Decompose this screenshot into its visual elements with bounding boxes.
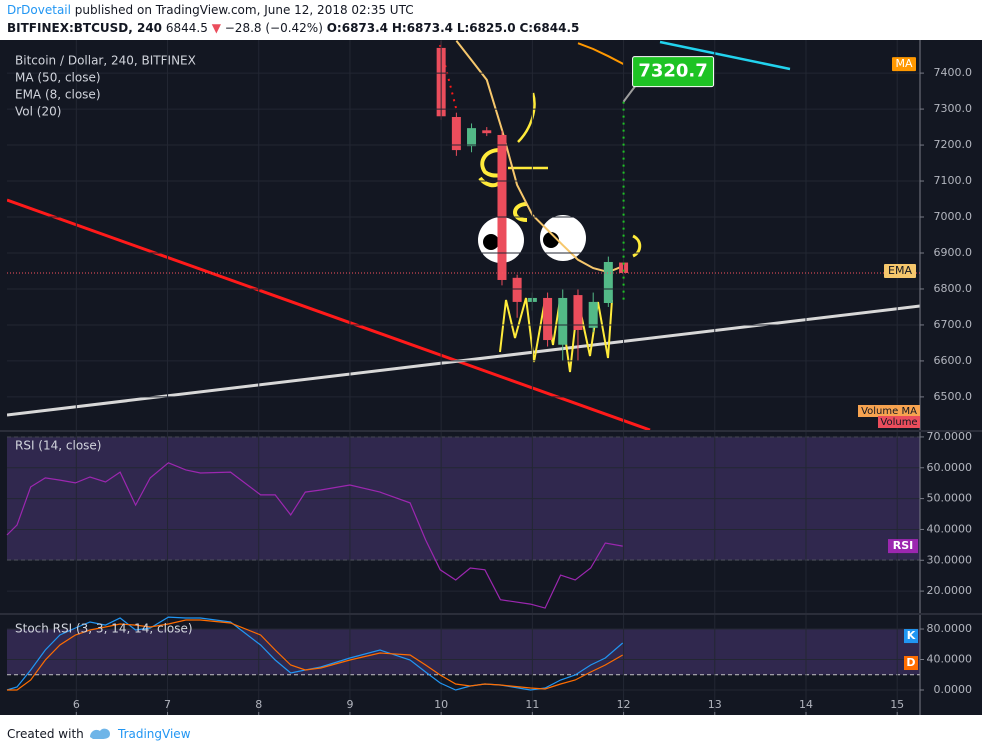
- doodle-stroke: [632, 234, 642, 258]
- quote-line: BITFINEX:BTCUSD, 240 6844.5 ▼ −28.8 (−0.…: [7, 21, 579, 35]
- axis-tag-box: [888, 539, 918, 554]
- legend-entry: Bitcoin / Dollar, 240, BITFINEX: [15, 54, 196, 68]
- y-tick-label: 6900.0: [934, 246, 973, 259]
- symbol: BITFINEX:BTCUSD, 240: [7, 21, 163, 35]
- level-band: [7, 629, 920, 675]
- x-tick-label: 7: [164, 698, 171, 711]
- annotation-box: [632, 56, 715, 88]
- axis-tag-box: [884, 263, 916, 278]
- y-tick-label: 7300.0: [934, 102, 973, 115]
- axis-tag-box: [878, 416, 920, 428]
- x-tick-label: 13: [708, 698, 722, 711]
- y-tick-label: 80.0000: [927, 622, 973, 635]
- axis-tag: RSI: [893, 539, 914, 552]
- axis-tag-box: [858, 405, 920, 417]
- pane: 0.0000 40.0000 80.0000 Stoch RSI (3, 3, 14,…: [0, 613, 982, 715]
- series-line: [455, 40, 624, 274]
- axis-tag: MA: [895, 57, 912, 70]
- logo-cloud: [90, 728, 110, 739]
- x-tick-label: 14: [799, 698, 813, 711]
- y-tick-label: 40.0000: [927, 653, 973, 666]
- ohlc: C:6844.5: [519, 21, 580, 35]
- trend-line: [659, 40, 791, 71]
- axis-tag-box: [892, 57, 916, 72]
- x-tick-label: 9: [346, 698, 353, 711]
- axis-tag: Volume MA: [861, 406, 917, 417]
- y-tick-label: 6500.0: [934, 390, 973, 403]
- candle-body: [588, 301, 598, 328]
- y-tick-label: 40.0000: [927, 522, 973, 535]
- publish-line: DrDovetail published on TradingView.com,…: [7, 3, 414, 17]
- ohlc: H:6873.4: [391, 21, 454, 35]
- candle-body: [451, 116, 461, 151]
- pane: 6500.0 6600.0 6700.0 6800.0 6900.0 7000.0 7100…: [7, 40, 972, 430]
- pupil: [483, 234, 499, 250]
- y-tick-label: 20.0000: [927, 584, 973, 597]
- series-line: [6, 462, 623, 609]
- series-line: [577, 42, 625, 65]
- y-tick-label: 50.0000: [927, 492, 973, 505]
- axis-tag: EMA: [888, 264, 912, 277]
- axis-tag: D: [906, 656, 915, 669]
- y-tick-label: 7200.0: [934, 138, 973, 151]
- candle-body: [543, 297, 553, 341]
- axis-tag-box: [904, 656, 918, 671]
- x-tick-label: 8: [255, 698, 262, 711]
- created: Created with: [7, 727, 84, 741]
- y-tick-label: 30.0000: [927, 553, 973, 566]
- y-tick-label: 60.0000: [927, 461, 973, 474]
- brand[interactable]: TradingView: [118, 727, 191, 741]
- series-line: [7, 619, 623, 691]
- published: published on TradingView.com, June 12, 2…: [74, 3, 414, 17]
- axis-tag-box: [904, 629, 918, 644]
- candle-body: [497, 134, 507, 280]
- candle-body: [482, 130, 492, 134]
- eye: [540, 215, 586, 261]
- candle-body: [573, 295, 583, 330]
- pane: 20.0000 30.0000 40.0000 50.0000 60.0000 70.00…: [0, 430, 982, 613]
- legend-entry: EMA (8, close): [15, 88, 101, 102]
- arrow: ▼: [211, 21, 221, 35]
- series-line: [6, 616, 624, 691]
- y-tick-label: 6800.0: [934, 282, 973, 295]
- legend-entry: Vol (20): [15, 105, 61, 119]
- y-tick-label: 70.0000: [927, 430, 973, 443]
- y-tick-label: 0.0000: [934, 683, 973, 696]
- candle-body: [512, 277, 522, 302]
- y-tick-label: 6700.0: [934, 318, 973, 331]
- y-tick-label: 7400.0: [934, 66, 973, 79]
- legend-entry: MA (50, close): [15, 71, 101, 85]
- axis-tag: Volume: [880, 417, 917, 428]
- ohlc: O:6873.4: [326, 21, 389, 35]
- header: DrDovetail published on TradingView.com,…: [0, 0, 982, 40]
- pane-title: RSI (14, close): [15, 439, 101, 453]
- x-tick-label: 11: [525, 698, 539, 711]
- footer: Created with TradingView: [0, 715, 982, 752]
- x-tick-label: 15: [890, 698, 904, 711]
- x-tick-label: 10: [434, 698, 448, 711]
- change: −28.8 (−0.42%): [224, 21, 323, 35]
- annotation-label: 7320.7: [638, 61, 707, 82]
- doodle-stroke: [513, 202, 528, 222]
- y-tick-label: 6600.0: [934, 354, 973, 367]
- candle-body: [467, 128, 477, 147]
- ohlc: L:6825.0: [456, 21, 516, 35]
- x-tick-label: 12: [617, 698, 631, 711]
- chart: 6500.06600.06700.06800.06900.07000.07100…: [0, 40, 982, 715]
- axis-tag: K: [907, 629, 916, 642]
- y-tick-label: 7000.0: [934, 210, 973, 223]
- annotation-pointer: [622, 85, 637, 103]
- last: 6844.5: [165, 21, 208, 35]
- candle-body: [603, 261, 613, 303]
- y-tick-label: 7100.0: [934, 174, 973, 187]
- trend-line: [7, 198, 651, 430]
- author[interactable]: DrDovetail: [7, 3, 71, 17]
- pane-title: Stoch RSI (3, 3, 14, 14, close): [15, 622, 193, 636]
- candle-body: [558, 297, 568, 345]
- logo: [90, 728, 110, 739]
- x-tick-label: 6: [73, 698, 80, 711]
